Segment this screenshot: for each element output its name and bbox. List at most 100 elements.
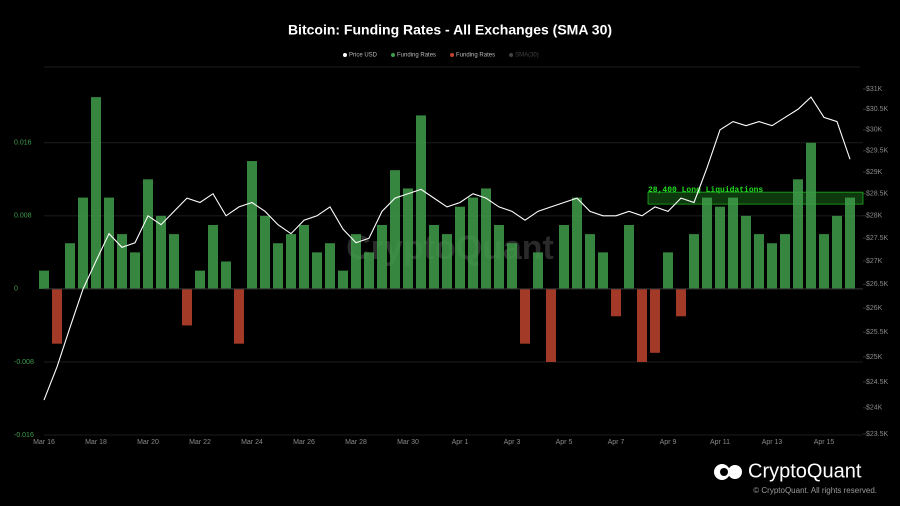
bar: [429, 224, 439, 289]
bar: [364, 252, 374, 289]
price-line: [43, 96, 851, 401]
legend-swatch: [509, 53, 514, 57]
bar: [234, 288, 244, 344]
legend-label: SMA(30): [515, 53, 539, 59]
y-tick-label: 0.016: [14, 140, 32, 147]
logo-icon: [728, 465, 742, 479]
bar: [195, 270, 205, 289]
bar: [117, 234, 127, 289]
x-tick-label: Apr 15: [814, 439, 835, 446]
bar: [39, 270, 49, 289]
y2-tick-label: $30K: [866, 127, 883, 134]
legend: Price USD Funding Rates Funding Rates SMA(3…: [343, 53, 539, 59]
y2-tick-label: $29.5K: [866, 148, 889, 155]
x-tick-label: Mar 16: [33, 439, 55, 446]
bar: [468, 197, 478, 289]
bar: [806, 142, 816, 289]
x-tick-label: Mar 26: [293, 439, 315, 446]
bar: [507, 243, 517, 289]
y2-tick-label: $25.5K: [866, 329, 889, 336]
y2-tick-label: $29K: [866, 169, 883, 176]
bar: [819, 234, 829, 289]
y2-tick-label: $27K: [866, 258, 883, 265]
bar: [182, 288, 192, 326]
x-tick-label: Apr 3: [504, 439, 521, 446]
y2-tick-label: $25K: [866, 354, 883, 361]
bar: [481, 188, 491, 289]
y-tick-label: -0.008: [14, 359, 34, 366]
y2-tick-label: $26K: [866, 305, 883, 312]
bar: [455, 206, 465, 289]
bar: [728, 197, 738, 289]
bar: [351, 234, 361, 289]
legend-swatch: [391, 53, 396, 57]
legend-label: Funding Rates: [397, 53, 436, 59]
bar: [65, 243, 75, 289]
bar: [247, 161, 257, 289]
bar: [741, 215, 751, 289]
x-tick-label: Mar 22: [189, 439, 211, 446]
bar: [221, 261, 231, 289]
bar: [650, 288, 660, 353]
bar: [546, 288, 556, 362]
x-tick-label: Apr 11: [710, 439, 730, 446]
bar: [624, 224, 634, 289]
bar: [273, 243, 283, 289]
bar: [754, 234, 764, 289]
x-tick-label: Apr 5: [556, 439, 573, 446]
x-tick-label: Apr 1: [452, 439, 469, 446]
bar: [845, 197, 855, 289]
y2-tick-label: $26.5K: [866, 281, 889, 288]
x-tick-label: Mar 28: [345, 439, 367, 446]
bar: [91, 97, 101, 289]
bar: [832, 215, 842, 289]
y2-tick-label: $31K: [866, 86, 883, 93]
bar: [676, 288, 686, 317]
bar: [689, 234, 699, 289]
bar: [585, 234, 595, 289]
y-tick-label: -0.016: [14, 432, 34, 439]
bar: [208, 224, 218, 289]
bar: [325, 243, 335, 289]
bar: [715, 206, 725, 289]
bar: [780, 234, 790, 289]
x-tick-label: Apr 13: [762, 439, 783, 446]
bar: [78, 197, 88, 289]
y2-tick-label: $30.5K: [866, 106, 889, 113]
bar: [416, 115, 426, 289]
x-tick-label: Mar 20: [137, 439, 159, 446]
x-tick-label: Mar 18: [85, 439, 107, 446]
y-tick-label: 0.008: [14, 213, 32, 220]
bar: [143, 179, 153, 289]
bar: [611, 288, 621, 317]
legend-swatch: [450, 53, 455, 57]
bar: [299, 224, 309, 289]
x-tick-label: Mar 30: [397, 439, 419, 446]
brand-name: CryptoQuant: [748, 460, 862, 482]
bar: [104, 197, 114, 289]
logo-icon-cut: [720, 468, 728, 476]
bar: [260, 215, 270, 289]
chart-title: Bitcoin: Funding Rates - All Exchanges (…: [288, 22, 612, 38]
legend-label: Funding Rates: [456, 53, 495, 59]
bar: [52, 288, 62, 344]
bar: [286, 234, 296, 289]
y2-tick-label: $27.5K: [866, 235, 889, 242]
y2-tick-label: $24.5K: [866, 379, 889, 386]
legend-label: Price USD: [349, 53, 378, 59]
bar: [663, 252, 673, 289]
y2-tick-label: $28.5K: [866, 191, 889, 198]
bar: [572, 197, 582, 289]
legend-swatch: [343, 53, 347, 57]
bar: [403, 188, 413, 289]
bar: [559, 224, 569, 289]
x-tick-label: Apr 9: [660, 439, 677, 446]
bar: [338, 270, 348, 289]
bar: [377, 224, 387, 289]
y-tick-label: 0: [14, 286, 18, 293]
bar: [793, 179, 803, 289]
x-tick-label: Mar 24: [241, 439, 263, 446]
bar: [598, 252, 608, 289]
bar: [702, 197, 712, 289]
